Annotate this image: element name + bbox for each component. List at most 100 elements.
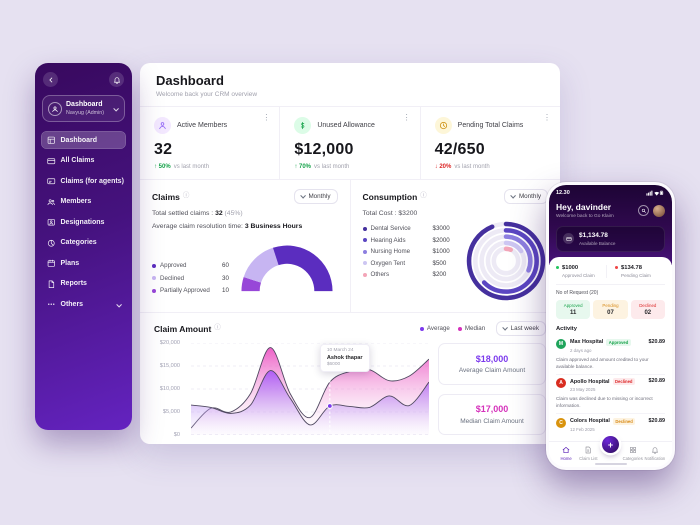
claim-amount-period-select[interactable]: Last week <box>496 321 546 336</box>
sidebar-item-label: Reports <box>60 280 87 288</box>
chart-tooltip: 10 March 24 Ashok thapar $6000 <box>319 344 370 372</box>
more-options-icon[interactable]: ⋮ <box>262 113 271 122</box>
approved-pill[interactable]: Approved 11 <box>556 299 591 319</box>
info-icon: ⓘ <box>214 324 221 332</box>
activity-item[interactable]: M Max Hospital Approved 2 days ago $20.8… <box>556 335 665 375</box>
notifications-button[interactable] <box>109 72 124 87</box>
sidebar-item-plans[interactable]: Plans <box>41 254 126 272</box>
bell-icon <box>113 76 120 84</box>
consumption-legend: Dental Service $3000 Hearing Aids $2000 … <box>362 225 461 303</box>
legend-item: Dental Service $3000 <box>362 225 461 232</box>
sidebar-item-reports[interactable]: Reports <box>41 275 126 293</box>
status-dot <box>556 266 559 269</box>
nav-categories[interactable]: Categories <box>622 446 644 461</box>
stat-value: $12,000 <box>294 141 354 158</box>
workspace-switcher[interactable]: Dashboard Navyug (Admin) <box>42 95 125 123</box>
nav-claim-list[interactable]: Claim List <box>577 446 599 461</box>
claims-title: Claims <box>152 191 180 202</box>
sidebar-item-categories[interactable]: Categories <box>41 234 126 252</box>
phone-header: 12.30 Hey, davinder Welcome back to Go K… <box>549 185 672 265</box>
legend-item: Others $200 <box>362 271 461 278</box>
pending-claim-summary: $134.78 Pending Claim <box>606 264 665 278</box>
pie-icon <box>47 239 55 247</box>
pill-label: Declined <box>639 302 657 308</box>
sidebar-item-label: All Claims <box>60 157 95 165</box>
nav-label: Notification <box>644 456 666 461</box>
hospital-name: Colors Hospital <box>570 418 610 425</box>
sidebar: Dashboard Navyug (Admin) Dashboard All C… <box>35 63 132 430</box>
legend-item: Oxygen Tent $500 <box>362 259 461 267</box>
claims-gauge-chart <box>240 245 333 292</box>
claim-amount-section: Claim Amount ⓘ Average Median Last week … <box>140 313 560 444</box>
status-icons <box>646 190 664 196</box>
legend-value: $3000 <box>432 225 450 232</box>
id-badge-icon <box>47 219 55 226</box>
trend-up-icon: ↑ <box>294 164 298 170</box>
nav-notification[interactable]: Notification <box>644 446 666 461</box>
balance-value: $1,134.78 <box>579 232 608 239</box>
legend-label: Approved <box>160 262 187 269</box>
claim-amount-title: Claim Amount <box>154 323 212 334</box>
activity-item[interactable]: A Apollo Hospital Declined 23 May 2025 $… <box>556 375 665 415</box>
balance-card[interactable]: $1,134.78 Available Balance <box>556 226 665 252</box>
info-icon: ⓘ <box>182 192 190 200</box>
consumption-title: Consumption <box>362 191 418 202</box>
legend-label: Declined <box>160 274 185 282</box>
legend-value: $500 <box>432 259 447 267</box>
sidebar-item-members[interactable]: Members <box>41 193 126 211</box>
sidebar-item-others[interactable]: Others <box>41 295 126 313</box>
dollar-icon <box>301 121 305 130</box>
legend-item: Nursing Home $1000 <box>362 248 461 255</box>
stat-value: 42/650 <box>434 141 485 158</box>
phone-greeting-block: Hey, davinder Welcome back to Go Klaim <box>556 202 614 219</box>
legend-dot <box>419 326 424 331</box>
delta-suffix: vs last month <box>454 164 490 170</box>
consumption-section: Consumption ⓘ Monthly Total Cost : $3200… <box>349 180 561 312</box>
sidebar-item-claims-for-agents[interactable]: Claims (for agents) <box>41 172 126 190</box>
declined-pill[interactable]: Declined 02 <box>630 299 665 319</box>
summary-label: Median Claim Amount <box>460 417 524 425</box>
panel-header: Dashboard Welcome back your CRM overview <box>140 63 560 107</box>
hospital-avatar: A <box>556 378 566 389</box>
phone-welcome: Welcome back to Go Klaim <box>556 214 614 219</box>
claims-agents-icon <box>47 178 56 185</box>
nav-label: Claim List <box>579 456 598 461</box>
claims-section: Claims ⓘ Monthly Total settled claims : … <box>140 180 350 312</box>
nav-home[interactable]: Home <box>555 446 577 461</box>
summary-label: Average Claim Amount <box>458 367 526 374</box>
more-options-icon[interactable]: ⋮ <box>542 113 551 122</box>
phone-user-avatar[interactable] <box>653 204 665 217</box>
middle-row: Claims ⓘ Monthly Total settled claims : … <box>140 180 560 313</box>
chevron-down-icon <box>502 325 508 331</box>
claims-period-select[interactable]: Monthly <box>293 189 338 204</box>
activity-item[interactable]: C Colors Hospital Declined 12 Feb 2025 $… <box>556 414 665 436</box>
claim-amount-period-value: Last week <box>510 325 539 332</box>
hospital-name: Apollo Hospital <box>570 378 610 385</box>
legend-item: Average <box>419 325 450 332</box>
sidebar-item-all-claims[interactable]: All Claims <box>41 152 126 170</box>
sidebar-item-dashboard[interactable]: Dashboard <box>41 131 126 150</box>
legend-value: 10 <box>222 287 229 294</box>
mobile-app-preview: 12.30 Hey, davinder Welcome back to Go K… <box>546 182 675 470</box>
activity-label: Activity <box>556 326 577 332</box>
pending-stat-icon <box>434 117 452 134</box>
claims-summary-row: $1000 Approved Claim $134.78 Pending Cla… <box>556 264 665 285</box>
sidebar-item-designations[interactable]: Designations <box>41 213 126 231</box>
stat-delta: ↑ 50% vs last month <box>154 164 265 170</box>
phone-status-bar: 12.30 <box>556 190 665 196</box>
legend-dot <box>362 226 367 231</box>
legend-label: Partially Approved <box>160 287 210 294</box>
dashboard-icon <box>47 136 55 144</box>
back-button[interactable] <box>43 72 58 87</box>
phone-search-button[interactable] <box>638 205 649 216</box>
more-options-icon[interactable]: ⋮ <box>402 113 411 122</box>
pending-pill[interactable]: Pending 07 <box>593 299 628 319</box>
delta-value: 50% <box>158 164 171 170</box>
nav-label: Home <box>560 456 572 461</box>
hospital-name: Max Hospital <box>570 339 604 345</box>
phone-greeting: Hey, davinder <box>556 202 612 212</box>
legend-item: Declined 30 <box>152 275 234 282</box>
user-avatar <box>48 101 62 116</box>
add-claim-fab[interactable]: + <box>602 436 619 453</box>
consumption-period-select[interactable]: Monthly <box>504 189 548 204</box>
